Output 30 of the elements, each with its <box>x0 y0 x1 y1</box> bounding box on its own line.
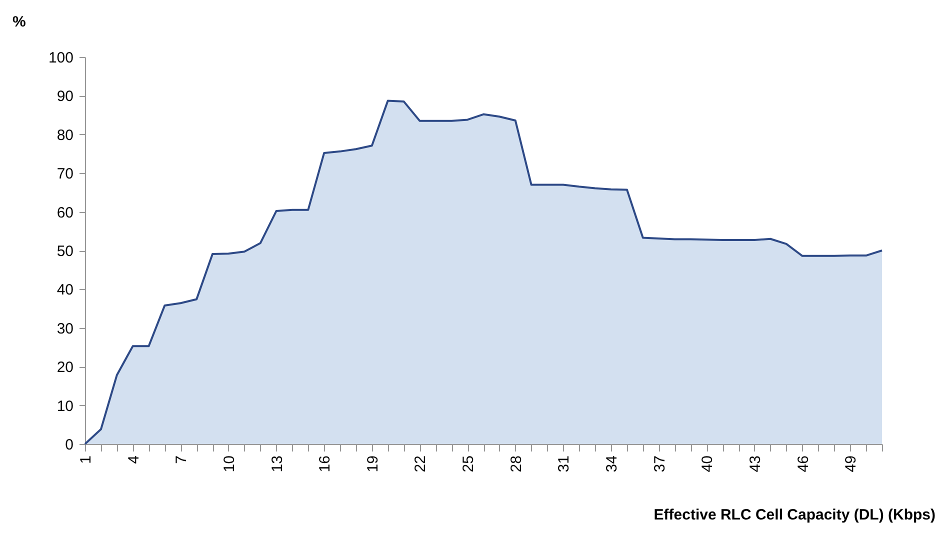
x-tick-label: 22 <box>412 456 430 472</box>
y-tick-label: 10 <box>56 398 74 415</box>
x-tick-label: 7 <box>173 456 190 464</box>
x-tick-label: 49 <box>842 456 860 472</box>
y-tick-label: 70 <box>56 166 74 183</box>
x-tick-label: 4 <box>125 456 142 464</box>
y-tick-label: 30 <box>56 320 74 338</box>
y-tick-label: 90 <box>56 88 74 106</box>
x-tick-label: 40 <box>699 456 716 472</box>
y-tick-label: 50 <box>56 243 74 260</box>
x-tick-label: 13 <box>268 456 286 472</box>
y-tick-label: 20 <box>56 359 74 376</box>
x-tick-label: 28 <box>508 456 525 472</box>
x-tick-label: 1 <box>78 456 94 464</box>
y-tick-label: 60 <box>56 204 74 222</box>
y-tick-label: 80 <box>56 126 74 144</box>
x-tick-label: 16 <box>316 456 334 472</box>
x-tick-label: 46 <box>794 456 812 472</box>
y-tick-label: 0 <box>65 436 74 454</box>
x-axis-title: Effective RLC Cell Capacity (DL) (Kbps) <box>654 506 936 524</box>
x-tick-label: 31 <box>556 456 573 472</box>
x-tick-label: 34 <box>604 456 621 472</box>
x-tick-label: 43 <box>746 456 764 472</box>
x-tick-label: 37 <box>651 456 668 472</box>
x-tick-label: 10 <box>220 456 238 472</box>
y-tick-label: 100 <box>48 50 74 66</box>
y-axis-title: % <box>12 14 26 30</box>
y-tick-label: 40 <box>56 282 74 299</box>
x-tick-label: 25 <box>460 456 478 472</box>
x-tick-label: 19 <box>364 456 382 472</box>
